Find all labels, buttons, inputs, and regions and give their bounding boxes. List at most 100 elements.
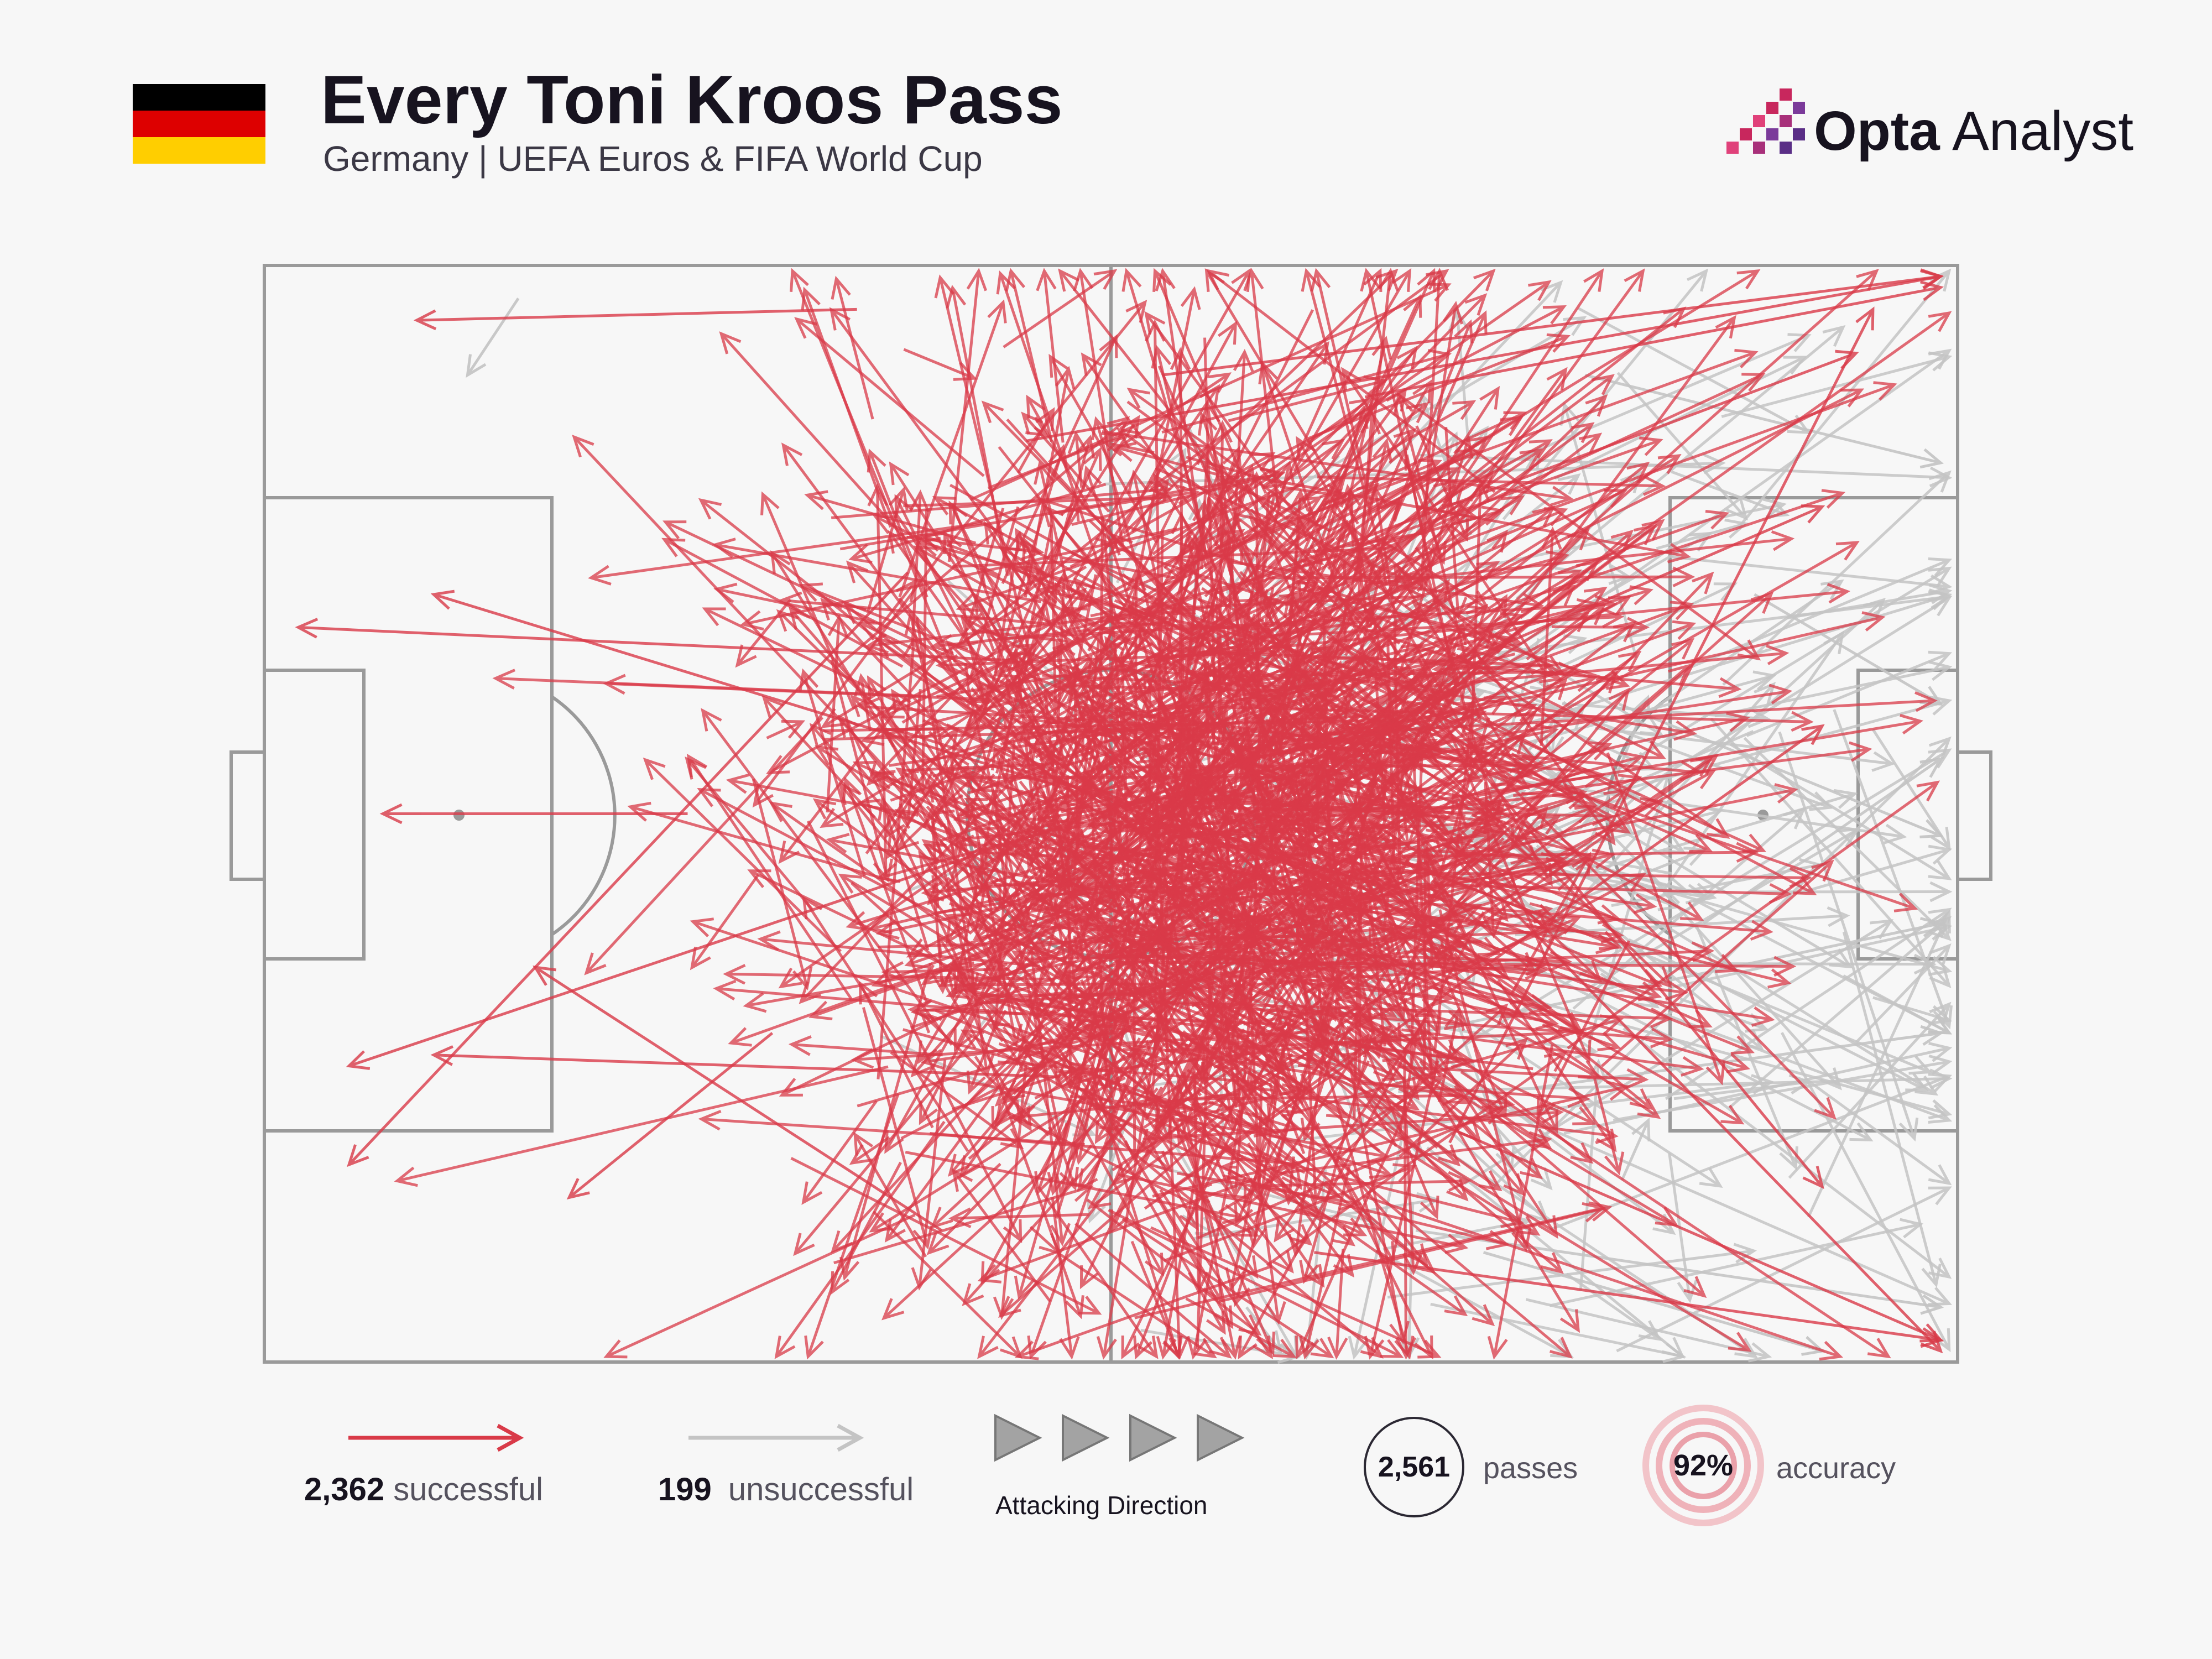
successful-pass	[1440, 664, 1691, 881]
successful-pass	[1134, 1202, 1606, 1319]
successful-pass	[1089, 742, 1504, 1060]
successful-pass	[1262, 1025, 1533, 1071]
successful-pass	[1150, 269, 1449, 489]
successful-pass	[1363, 541, 1860, 827]
attacking-direction-label: Attacking Direction	[995, 1491, 1208, 1520]
successful-pass	[1519, 311, 1952, 619]
successful-pass	[1291, 1095, 1619, 1144]
successful-pass	[1109, 1029, 1322, 1218]
successful-pass	[1484, 571, 1714, 811]
successful-pass	[1300, 836, 1322, 931]
successful-pass	[1600, 859, 1834, 1067]
unsuccessful-pass	[1806, 1078, 1952, 1186]
successful-pass	[902, 1028, 1044, 1072]
successful-pass	[702, 607, 1092, 797]
successful-pass	[1196, 757, 1322, 781]
successful-pass	[1048, 353, 1158, 544]
successful-pass	[1297, 477, 1344, 605]
successful-pass	[1404, 842, 1759, 863]
successful-pass	[1322, 411, 1527, 507]
successful-pass	[994, 1034, 1063, 1128]
successful-pass	[878, 796, 930, 951]
unsuccessful-pass	[1872, 996, 1953, 1025]
unsuccessful-pass	[1620, 1117, 1651, 1181]
attacking-direction-icon	[994, 1413, 1245, 1462]
successful-pass	[1355, 268, 1399, 583]
successful-pass	[808, 917, 1088, 1021]
successful-pass	[853, 673, 875, 732]
successful-pass	[1144, 311, 1435, 702]
successful-pass	[1259, 732, 1526, 1022]
successful-pass	[1299, 306, 1687, 613]
unsuccessful-count: 199	[658, 1472, 712, 1507]
successful-pass	[846, 560, 978, 705]
unsuccessful-pass	[1616, 1186, 1952, 1353]
successful-pass	[987, 1023, 1306, 1174]
successful-pass	[1371, 489, 1846, 651]
unsuccessful-arrow-icon	[688, 1423, 864, 1452]
successful-pass	[1178, 487, 1281, 910]
successful-pass	[1409, 721, 1433, 1068]
successful-pass	[1381, 677, 1568, 874]
successful-pass	[735, 598, 792, 668]
opta-analyst-logo: Opta Analyst	[1725, 87, 2135, 165]
successful-pass	[685, 757, 813, 910]
successful-pass	[430, 1045, 1061, 1078]
successful-pass	[1051, 1197, 1080, 1360]
successful-pass	[893, 510, 1065, 763]
successful-pass	[1368, 530, 1795, 585]
successful-pass	[1019, 1023, 1105, 1055]
successful-pass	[1036, 497, 1630, 690]
successful-pass	[1335, 976, 1707, 1298]
successful-pass	[1444, 427, 1468, 620]
successful-pass	[1043, 609, 1114, 665]
successful-pass	[1191, 669, 1402, 1047]
successful-pass	[752, 779, 813, 990]
successful-pass	[790, 268, 964, 694]
successful-pass	[926, 1054, 1126, 1255]
successful-pass	[347, 571, 909, 1167]
successful-pass	[1494, 569, 1582, 623]
unsuccessful-label: unsuccessful	[728, 1472, 914, 1507]
successful-pass	[1148, 914, 1169, 988]
brand-opta: Opta	[1814, 100, 1940, 162]
successful-pass	[1059, 1253, 1217, 1359]
successful-pass	[1061, 1058, 1163, 1092]
successful-pass	[1426, 644, 1790, 688]
unsuccessful-pass	[1721, 351, 1953, 418]
flag-stripe-gold	[133, 137, 265, 164]
successful-pass	[1238, 672, 1262, 701]
successful-pass	[379, 803, 688, 825]
accuracy-target-icon	[1642, 1405, 1764, 1526]
unsuccessful-pass	[1842, 931, 1942, 1288]
successful-pass	[850, 694, 1028, 878]
successful-pass	[1244, 733, 1329, 1035]
successful-pass	[603, 674, 990, 701]
successful-pass	[907, 1000, 1295, 1026]
successful-pass	[1180, 1085, 1465, 1107]
successful-pass	[1374, 315, 1736, 807]
unsuccessful-pass	[1710, 717, 1952, 989]
successful-pass	[1115, 802, 1145, 1003]
successful-pass	[1567, 780, 1940, 1050]
successful-pass	[1318, 557, 1375, 638]
successful-pass	[1443, 374, 1615, 504]
successful-pass	[719, 331, 990, 633]
successful-pass	[1301, 268, 1386, 569]
successful-pass	[839, 962, 932, 1281]
successful-pass	[1469, 479, 1491, 768]
successful-pass	[566, 1032, 774, 1200]
successful-pass	[701, 708, 953, 1046]
unsuccessful-pass	[1787, 583, 1953, 620]
successful-pass	[1080, 561, 1500, 806]
unsuccessful-pass	[1623, 1027, 1952, 1279]
successful-pass	[1310, 268, 1370, 498]
successful-pass	[1046, 823, 1214, 880]
successful-pass	[1487, 1044, 1554, 1360]
successful-pass	[1051, 937, 1316, 1093]
successful-pass	[572, 434, 937, 823]
successful-pass	[1136, 925, 1503, 1192]
successful-pass	[946, 641, 1123, 773]
successful-pass	[690, 874, 760, 971]
successful-pass	[1423, 687, 1630, 946]
